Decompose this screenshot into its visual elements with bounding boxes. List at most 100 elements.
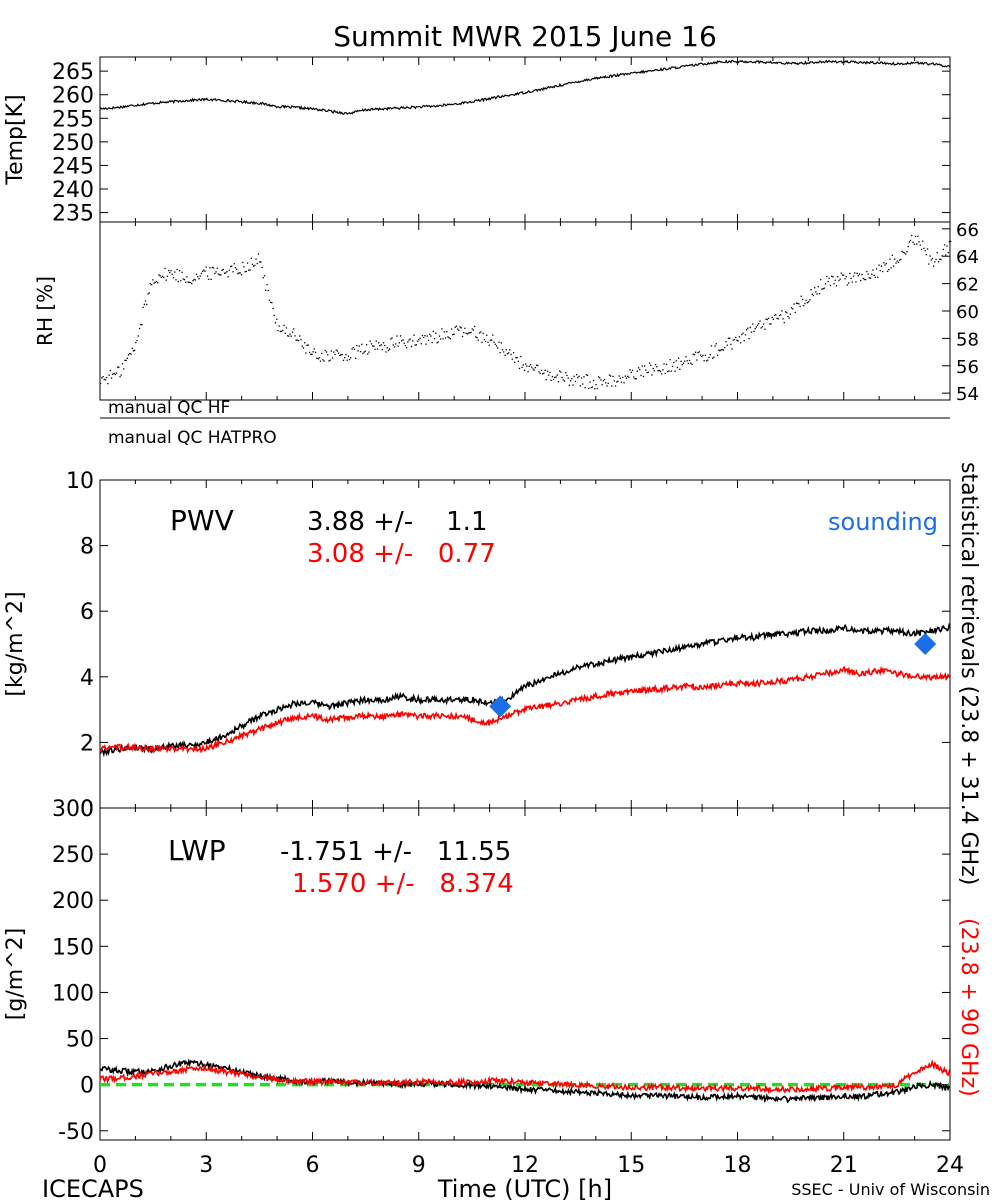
- rh-point: [407, 341, 409, 343]
- rh-point: [313, 348, 315, 350]
- rh-point: [290, 335, 292, 337]
- rh-point: [600, 379, 602, 381]
- x-axis-title: Time (UTC) [h]: [437, 1175, 612, 1200]
- rh-point: [520, 355, 522, 358]
- rh-point: [702, 354, 704, 357]
- rh-point: [806, 302, 808, 304]
- rh-point: [909, 239, 912, 242]
- rh-point: [611, 385, 613, 387]
- rh-point: [543, 372, 545, 374]
- rh-point: [574, 380, 577, 383]
- rh-point: [675, 360, 677, 362]
- rh-point: [239, 272, 241, 274]
- rh-point: [330, 350, 332, 352]
- rh-point: [551, 375, 553, 378]
- rh-point: [498, 341, 500, 343]
- lwp-stats-red: 1.570 +/- 8.374: [292, 869, 514, 899]
- qc-hatpro-label: manual QC HATPRO: [108, 428, 277, 448]
- rh-point: [567, 377, 569, 379]
- rh-point: [424, 335, 426, 337]
- temp-series-black: [99, 59, 951, 115]
- rh-point: [697, 352, 699, 354]
- rh-point: [311, 353, 313, 355]
- rh-point: [646, 372, 648, 374]
- rh-point: [140, 323, 142, 326]
- rh-point: [872, 269, 874, 271]
- rh-point: [306, 344, 308, 347]
- rh-point: [471, 328, 473, 330]
- rh-point: [346, 359, 348, 361]
- rh-point: [943, 244, 946, 246]
- rh-point: [641, 365, 643, 367]
- rh-point: [610, 375, 612, 377]
- rh-point: [703, 360, 705, 362]
- rh-point: [605, 382, 607, 384]
- rh-point: [421, 335, 424, 337]
- lwp-ylabel: [g/m^2]: [3, 928, 28, 1020]
- temp-ytick-label: 240: [52, 178, 94, 203]
- rh-point: [667, 371, 669, 373]
- x-tick-label: 6: [306, 1153, 320, 1178]
- rh-point: [107, 383, 109, 385]
- rh-point: [282, 329, 284, 332]
- rh-point: [866, 270, 868, 273]
- rh-point: [393, 346, 396, 348]
- rh-ytick-label: 54: [956, 384, 979, 405]
- rh-point: [557, 381, 560, 383]
- rh-point: [512, 352, 515, 354]
- rh-point: [827, 280, 829, 283]
- rh-point: [442, 338, 444, 340]
- rh-point: [769, 323, 771, 325]
- pwv-stats-black: 3.88 +/- 1.1: [307, 507, 488, 537]
- rh-point: [440, 338, 442, 340]
- rh-point: [293, 328, 295, 330]
- rh-point: [869, 277, 872, 279]
- rh-point: [566, 374, 568, 377]
- rh-point: [749, 326, 751, 329]
- rh-point: [805, 299, 807, 302]
- x-tick-label: 15: [617, 1153, 645, 1178]
- rh-point: [514, 361, 516, 363]
- rh-point: [639, 368, 641, 371]
- rh-point: [192, 280, 194, 282]
- rh-point: [126, 357, 128, 359]
- rh-point: [404, 345, 407, 347]
- rh-point: [175, 279, 177, 281]
- rh-point: [925, 254, 927, 256]
- rh-point: [110, 377, 113, 379]
- rh-point: [571, 378, 573, 380]
- rh-point: [671, 365, 674, 367]
- rh-point: [419, 337, 421, 339]
- rh-point: [591, 386, 594, 388]
- rh-point: [414, 344, 416, 346]
- rh-point: [253, 265, 255, 267]
- rh-point: [240, 274, 243, 276]
- rh-point: [693, 354, 696, 356]
- rh-point: [719, 350, 721, 352]
- rh-point: [431, 341, 433, 344]
- rh-point: [640, 374, 642, 377]
- rh-point: [746, 329, 748, 331]
- rh-point: [809, 299, 811, 301]
- rh-point: [373, 345, 375, 347]
- rh-point: [597, 376, 600, 378]
- rh-point: [368, 351, 370, 353]
- rh-point: [198, 278, 200, 280]
- rh-point: [665, 363, 668, 366]
- rh-point: [578, 375, 580, 377]
- rh-point: [104, 379, 107, 381]
- rh-point: [457, 328, 459, 330]
- rh-point: [441, 328, 443, 330]
- rh-point: [463, 332, 465, 334]
- rh-point: [324, 349, 326, 352]
- rh-point: [345, 353, 347, 356]
- rh-point: [178, 270, 181, 272]
- rh-point: [288, 335, 290, 337]
- rh-point: [579, 385, 581, 387]
- rh-point: [127, 354, 130, 356]
- figure-title: Summit MWR 2015 June 16: [333, 20, 717, 53]
- rh-point: [739, 342, 742, 344]
- rh-point: [205, 266, 207, 268]
- rh-ytick-label: 60: [956, 302, 979, 323]
- rh-point: [272, 307, 274, 310]
